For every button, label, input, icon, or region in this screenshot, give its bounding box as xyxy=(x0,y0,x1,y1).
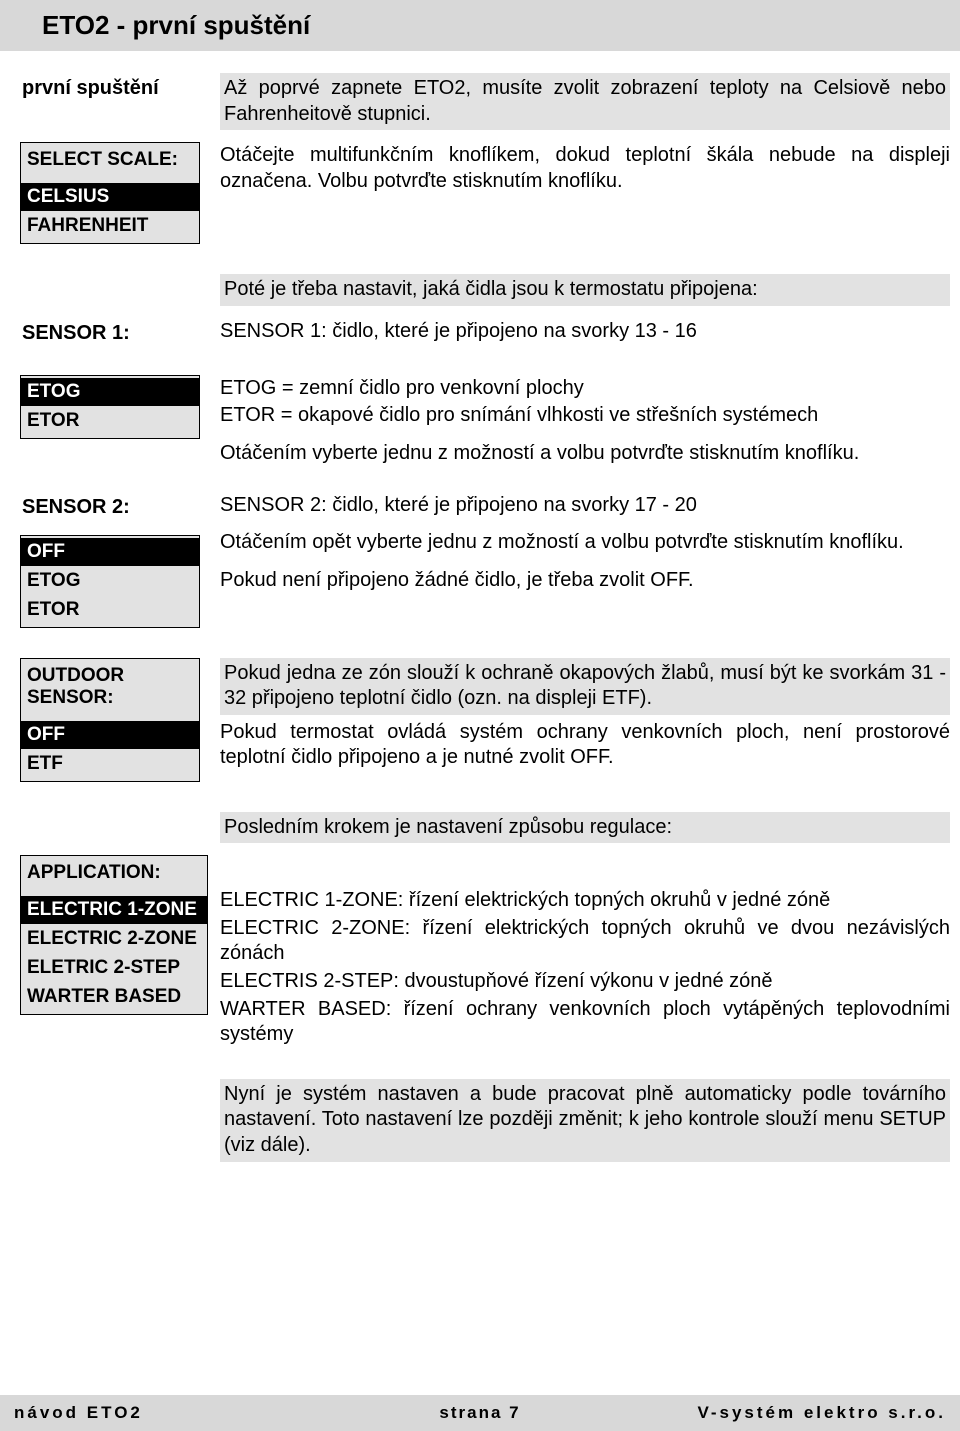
outdoor-p2: Pokud termostat ovládá systém ochrany ve… xyxy=(220,719,950,772)
outdoor-p1: Pokud jedna ze zón slouží k ochraně okap… xyxy=(220,658,950,715)
sensor1-desc: SENSOR 1: čidlo, které je připojeno na s… xyxy=(220,318,950,346)
final-note: Nyní je systém nastaven a bude pracovat … xyxy=(220,1079,950,1162)
app-d3: ELECTRIS 2-STEP: dvoustupňové řízení výk… xyxy=(220,968,950,996)
sensor1-option-etor: ETOR xyxy=(21,407,199,435)
sensor2-option-etog: ETOG xyxy=(21,567,199,595)
intro-text: Až poprvé zapnete ETO2, musíte zvolit zo… xyxy=(220,73,950,130)
sensor1-box: ETOG ETOR xyxy=(20,375,200,439)
sensor1-option-etog: ETOG xyxy=(21,378,199,406)
application-box: APPLICATION: ELECTRIC 1-ZONE ELECTRIC 2-… xyxy=(20,855,208,1015)
sensor1-label: SENSOR 1: xyxy=(20,318,202,351)
footer-center: strana 7 xyxy=(0,1403,960,1423)
sensor2-desc: SENSOR 2: čidlo, které je připojeno na s… xyxy=(220,492,950,520)
scale-box-title: SELECT SCALE: xyxy=(21,145,199,173)
app-option-water: WARTER BASED xyxy=(21,983,207,1011)
sensor2-option-etor: ETOR xyxy=(21,596,199,624)
page-title: ETO2 - první spuštění xyxy=(0,0,960,51)
app-d2: ELECTRIC 2-ZONE: řízení elektrických top… xyxy=(220,915,950,968)
outdoor-box: OUTDOOR SENSOR: OFF ETF xyxy=(20,658,200,782)
sensor2-label: SENSOR 2: xyxy=(20,492,202,525)
app-option-2step: ELETRIC 2-STEP xyxy=(21,954,207,982)
outdoor-box-title1: OUTDOOR xyxy=(21,661,199,687)
sensor2-off-note: Pokud není připojeno žádné čidlo, je tře… xyxy=(220,567,950,595)
sensor1-confirm: Otáčením vyberte jednu z možností a volb… xyxy=(220,440,950,468)
app-intro: Posledním krokem je nastavení způsobu re… xyxy=(220,812,950,844)
sensor2-confirm: Otáčením opět vyberte jednu z možností a… xyxy=(220,529,950,557)
app-d4: WARTER BASED: řízení ochrany venkovních … xyxy=(220,996,950,1049)
intro-label: první spuštění xyxy=(20,73,202,106)
outdoor-option-off: OFF xyxy=(21,721,199,749)
application-box-title: APPLICATION: xyxy=(21,858,207,886)
etog-desc: ETOG = zemní čidlo pro venkovní plochy xyxy=(220,375,950,403)
app-option-2zone: ELECTRIC 2-ZONE xyxy=(21,925,207,953)
scale-option-fahrenheit: FAHRENHEIT xyxy=(21,212,199,240)
scale-instruction: Otáčejte multifunkčním knoflíkem, dokud … xyxy=(220,142,950,195)
etor-desc: ETOR = okapové čidlo pro snímání vlhkost… xyxy=(220,402,950,430)
outdoor-option-etf: ETF xyxy=(21,750,199,778)
outdoor-box-title2: SENSOR: xyxy=(21,687,199,711)
sensor-intro: Poté je třeba nastavit, jaká čidla jsou … xyxy=(220,274,950,306)
sensor2-box: OFF ETOG ETOR xyxy=(20,535,200,628)
app-d1: ELECTRIC 1-ZONE: řízení elektrických top… xyxy=(220,887,950,915)
app-option-1zone: ELECTRIC 1-ZONE xyxy=(21,896,207,924)
sensor2-option-off: OFF xyxy=(21,538,199,566)
scale-option-celsius: CELSIUS xyxy=(21,183,199,211)
scale-box: SELECT SCALE: CELSIUS FAHRENHEIT xyxy=(20,142,200,244)
